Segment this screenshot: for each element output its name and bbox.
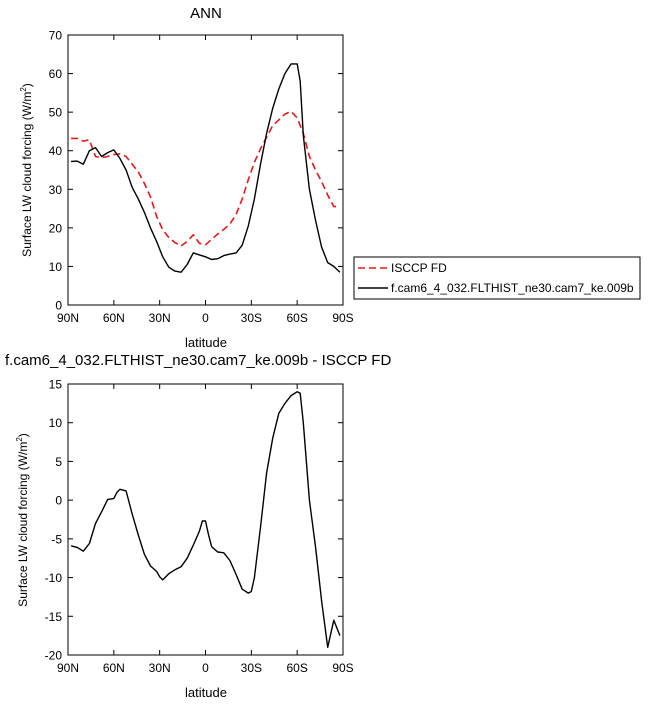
legend-box	[353, 256, 641, 300]
legend-item-isccp: ISCCP FD	[358, 261, 447, 275]
top-x-ticks: 90N 60N 30N 0 30S 60S 90S	[57, 35, 354, 325]
bottom-y-ticks: -20 -15 -10 -5 0 5 10 15	[45, 378, 343, 663]
top-x-tick-label: 60S	[286, 311, 307, 325]
top-series-line-isccp	[71, 110, 340, 247]
top-y-tick-label: 10	[49, 260, 63, 274]
bottom-series-layer	[70, 391, 341, 648]
bottom-y-tick-label: -5	[51, 532, 62, 546]
top-series-line-model	[71, 63, 341, 273]
bottom-x-tick-label: 60N	[103, 661, 125, 675]
bottom-y-axis-label: Surface LW cloud forcing (W/m2)	[15, 433, 30, 607]
top-y-tick-label: 20	[49, 221, 63, 235]
top-y-tick-label: 50	[49, 106, 63, 120]
top-y-tick-label: 70	[49, 29, 63, 43]
bottom-x-tick-label: 30N	[149, 661, 171, 675]
top-y-tick-label: 30	[49, 183, 63, 197]
top-x-tick-label: 90N	[57, 311, 79, 325]
top-y-axis-label: Surface LW cloud forcing (W/m2)	[19, 83, 34, 257]
bottom-y-tick-label: 10	[49, 416, 63, 430]
bottom-y-tick-label: 5	[55, 455, 62, 469]
bottom-x-tick-label: 60S	[286, 661, 307, 675]
top-chart-title: ANN	[190, 5, 222, 22]
bottom-plot-frame	[67, 383, 344, 656]
bottom-panel: f.cam6_4_032.FLTHIST_ne30.cam7_ke.009b -…	[5, 352, 391, 700]
top-plot-frame	[67, 34, 344, 306]
bottom-x-tick-label: 90S	[332, 661, 353, 675]
bottom-chart-title: f.cam6_4_032.FLTHIST_ne30.cam7_ke.009b -…	[5, 352, 391, 369]
legend: ISCCP FD f.cam6_4_032.FLTHIST_ne30.cam7_…	[353, 256, 641, 300]
bottom-y-tick-label: -10	[45, 571, 63, 585]
bottom-y-tick-label: 15	[49, 378, 63, 392]
bottom-series-line-model	[70, 391, 341, 648]
top-x-tick-label: 90S	[332, 311, 353, 325]
legend-item-model: f.cam6_4_032.FLTHIST_ne30.cam7_ke.009b	[358, 281, 634, 295]
bottom-x-ticks: 90N 60N 30N 0 30S 60S 90S	[57, 384, 354, 675]
top-x-axis-label: latitude	[185, 335, 227, 350]
bottom-y-tick-label: 0	[55, 494, 62, 508]
bottom-x-tick-label: 30S	[241, 661, 262, 675]
bottom-y-tick-label: -20	[45, 649, 63, 663]
legend-label-model: f.cam6_4_032.FLTHIST_ne30.cam7_ke.009b	[391, 281, 634, 295]
top-y-tick-label: 60	[49, 67, 63, 81]
legend-label-isccp: ISCCP FD	[391, 261, 447, 275]
bottom-x-tick-label: 0	[202, 661, 209, 675]
top-series-layer	[71, 63, 341, 273]
bottom-x-tick-label: 90N	[57, 661, 79, 675]
top-x-tick-label: 0	[202, 311, 209, 325]
top-y-ticks: 0 10 20 30 40 50 60 70	[49, 29, 343, 313]
top-x-tick-label: 60N	[103, 311, 125, 325]
bottom-y-tick-label: -15	[45, 610, 63, 624]
top-y-tick-label: 40	[49, 144, 63, 158]
top-x-tick-label: 30N	[149, 311, 171, 325]
top-x-tick-label: 30S	[241, 311, 262, 325]
bottom-x-axis-label: latitude	[185, 685, 227, 700]
top-y-tick-label: 0	[55, 299, 62, 313]
